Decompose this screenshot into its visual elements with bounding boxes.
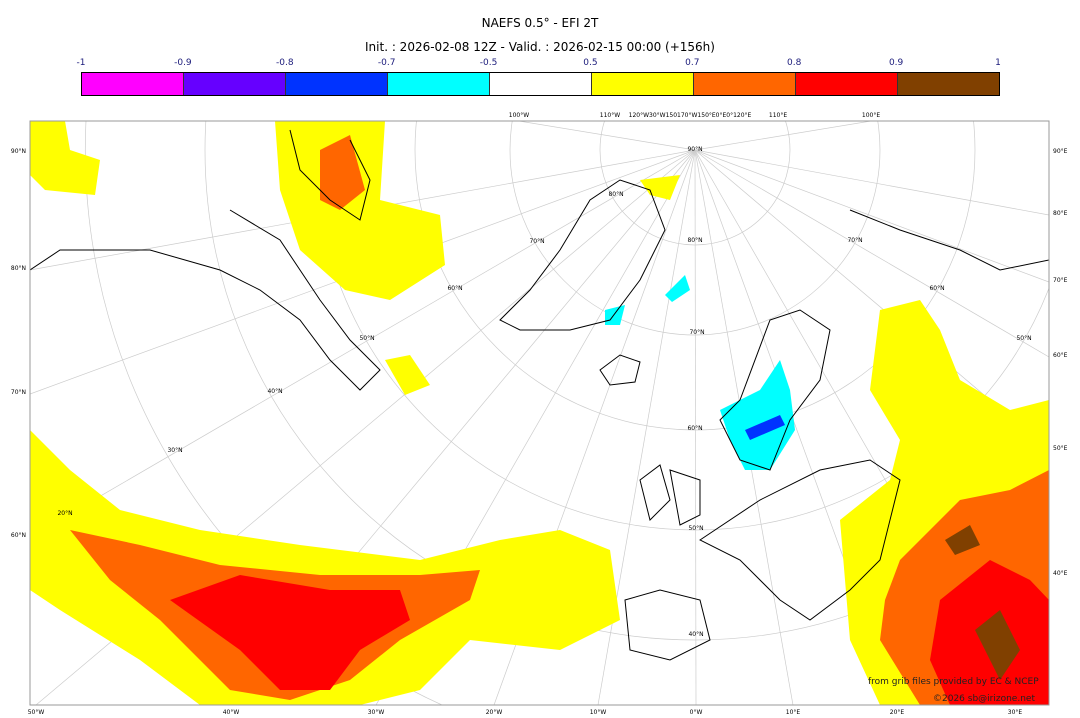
grid-label: 60°N xyxy=(11,532,26,539)
colorbar-tick: -0.9 xyxy=(174,58,192,68)
grid-label: 30°N xyxy=(167,447,182,454)
grid-label: 40°N xyxy=(688,631,703,638)
grid-label: 60°N xyxy=(687,425,702,432)
colorbar-tick: 0.8 xyxy=(787,58,802,68)
chart-title: NAEFS 0.5° - EFI 2T xyxy=(481,16,599,30)
colorbar-bin xyxy=(694,73,796,95)
grid-label: 20°E xyxy=(890,709,905,716)
grid-label: 80°N xyxy=(687,237,702,244)
grid-label: 50°N xyxy=(359,335,374,342)
grid-label: 100°E xyxy=(862,112,880,119)
colorbar-bin xyxy=(898,73,999,95)
colorbar-tick: 0.5 xyxy=(583,58,598,68)
grid-label: 30°W xyxy=(368,709,385,716)
grid-label: 50°E xyxy=(1053,445,1068,452)
grid-label: 80°N xyxy=(608,191,623,198)
efi-cyan xyxy=(605,275,795,470)
credit-data-source: from grib files provided by EC & NCEP xyxy=(868,677,1039,687)
grid-label: 0°W xyxy=(690,709,703,716)
colorbar-bin xyxy=(286,73,388,95)
grid-label: 90°N xyxy=(687,146,702,153)
grid-label: 10°E xyxy=(786,709,801,716)
grid-label: 50°W xyxy=(28,709,45,716)
grid-label: 70°N xyxy=(529,238,544,245)
grid-label: 50°N xyxy=(688,525,703,532)
grid-label: 70°N xyxy=(847,237,862,244)
grid-label: 90°E xyxy=(1053,148,1068,155)
grid-label: 20°W xyxy=(486,709,503,716)
colorbar-bin xyxy=(592,73,694,95)
grid-label: 70°N xyxy=(11,389,26,396)
grid-label: 60°N xyxy=(447,285,462,292)
efi-brown xyxy=(945,525,1020,680)
grid-label: 40°E xyxy=(1053,570,1068,577)
grid-label: 80°N xyxy=(11,265,26,272)
colorbar-tick: -1 xyxy=(76,58,86,68)
grid-label: 100°W xyxy=(509,112,529,119)
colorbar-tick: -0.8 xyxy=(275,58,294,68)
credit-copyright: ©2026 sb@irizone.net xyxy=(933,694,1035,704)
grid-label: 20°N xyxy=(57,510,72,517)
grid-label: 70°E xyxy=(1053,277,1068,284)
colorbar-bin xyxy=(490,73,592,95)
grid-label: 60°E xyxy=(1053,352,1068,359)
colorbar xyxy=(81,72,1000,96)
grid-label: 30°E xyxy=(1008,709,1023,716)
grid-label: 70°N xyxy=(689,329,704,336)
grid-label: 10°W xyxy=(590,709,607,716)
colorbar-tick: 1 xyxy=(995,58,1001,68)
colorbar-bin xyxy=(184,73,286,95)
map-frame xyxy=(29,120,1050,706)
grid-label: 90°N xyxy=(11,148,26,155)
grid-label: 60°N xyxy=(929,285,944,292)
coastlines xyxy=(30,129,1049,661)
colorbar-tick: 0.9 xyxy=(888,58,904,68)
efi-blue xyxy=(745,415,785,440)
grid-label: 80°E xyxy=(1053,210,1068,217)
colorbar-bin xyxy=(82,73,184,95)
colorbar-bin xyxy=(388,73,490,95)
grid-label: 40°W xyxy=(223,709,240,716)
colorbar-bin xyxy=(796,73,898,95)
colorbar-tick: -0.7 xyxy=(377,58,396,68)
grid-label: 50°N xyxy=(1016,335,1031,342)
grid-label: 110°E xyxy=(769,112,787,119)
grid-label: 120°W30°W150170°W150°E0°E0°120°E xyxy=(629,112,752,119)
chart-subtitle: Init. : 2026-02-08 12Z - Valid. : 2026-0… xyxy=(365,40,715,54)
colorbar-tick: -0.5 xyxy=(479,58,498,68)
grid-label: 40°N xyxy=(267,388,282,395)
grid-label: 110°W xyxy=(600,112,620,119)
colorbar-tick: 0.7 xyxy=(685,58,700,68)
